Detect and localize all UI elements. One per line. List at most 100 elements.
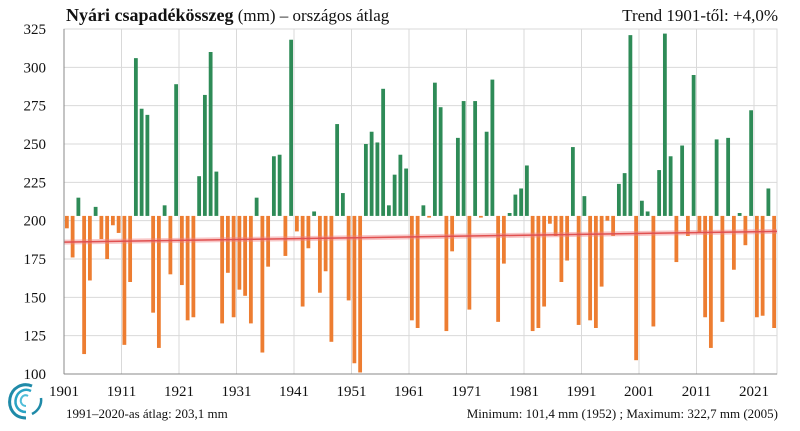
bar-1955 [375, 142, 380, 216]
bar-1978 [507, 213, 512, 216]
bar-1968 [450, 215, 455, 252]
bar-2006 [668, 156, 673, 216]
bar-2024 [772, 215, 777, 328]
bar-1945 [317, 215, 322, 293]
bar-2011 [697, 215, 702, 233]
bar-2001 [639, 200, 644, 216]
bar-1906 [93, 206, 98, 216]
swirl-logo-icon [4, 378, 48, 427]
bar-1987 [559, 215, 564, 282]
trend-label: Trend 1901-től: +4,0% [622, 6, 778, 25]
bar-2003 [651, 215, 656, 327]
bar-1970 [461, 101, 466, 216]
bar-1989 [570, 147, 575, 216]
x-tick-2011: 2011 [682, 384, 711, 400]
bar-1997 [616, 183, 621, 216]
bar-2022 [760, 215, 765, 316]
x-tick-1971: 1971 [452, 384, 482, 400]
bar-1933 [248, 215, 253, 324]
bar-2005 [662, 33, 667, 216]
bar-2018 [737, 213, 742, 216]
bar-1982 [530, 215, 535, 332]
bar-1907 [99, 215, 104, 240]
bar-1993 [593, 215, 598, 328]
bar-1985 [547, 215, 552, 224]
bar-1935 [260, 215, 265, 353]
y-tick-250: 250 [24, 137, 47, 153]
bar-1950 [346, 215, 351, 301]
chart-title: Nyári csapadékösszeg (mm) – országos átl… [66, 5, 389, 26]
bar-2019 [743, 215, 748, 246]
bar-1965 [432, 82, 437, 216]
y-tick-labels: 100 125 150 175 200 225 250 275 300 325 [24, 22, 47, 383]
bar-1967 [444, 215, 449, 332]
bar-1929 [225, 215, 230, 273]
bar-2013 [708, 215, 713, 348]
chart-title-rest: (mm) – országos átlag [233, 6, 390, 25]
bar-1941 [294, 215, 299, 232]
bar-1981 [524, 165, 529, 216]
bar-1928 [220, 215, 225, 324]
x-tick-1951: 1951 [337, 384, 367, 400]
bar-2007 [674, 215, 679, 263]
bar-2012 [703, 215, 708, 318]
y-tick-100: 100 [24, 367, 47, 383]
bar-1940 [289, 39, 294, 216]
bar-1909 [110, 215, 115, 226]
bar-1954 [369, 131, 374, 216]
bar-2015 [720, 215, 725, 322]
bar-1930 [231, 215, 236, 318]
bar-1917 [156, 215, 161, 348]
x-tick-2021: 2021 [739, 384, 769, 400]
y-tick-175: 175 [24, 252, 47, 268]
x-tick-2001: 2001 [624, 384, 654, 400]
bar-1931 [237, 215, 242, 290]
bar-1937 [271, 156, 276, 216]
bar-1953 [363, 144, 368, 216]
bar-1972 [473, 101, 478, 216]
bar-1994 [599, 215, 604, 287]
bar-1966 [438, 107, 443, 216]
x-tick-1961: 1961 [394, 384, 424, 400]
bar-1946 [323, 215, 328, 272]
y-tick-300: 300 [24, 60, 47, 76]
x-tick-1921: 1921 [164, 384, 194, 400]
bar-1962 [415, 215, 420, 328]
bar-1991 [582, 196, 587, 216]
bar-1939 [283, 215, 288, 256]
bar-1956 [381, 88, 386, 216]
bar-1980 [519, 188, 524, 216]
average-note: 1991–2020-as átlag: 203,1 mm [66, 406, 228, 421]
bar-2014 [714, 139, 719, 216]
bar-1975 [490, 79, 495, 216]
y-tick-275: 275 [24, 99, 47, 115]
bar-1996 [611, 215, 616, 236]
bar-1924 [197, 176, 202, 216]
y-tick-225: 225 [24, 175, 47, 191]
bar-1998 [622, 173, 627, 216]
bar-1913 [133, 58, 138, 216]
bar-1921 [179, 215, 184, 286]
bar-2023 [766, 188, 771, 216]
bar-1927 [214, 171, 219, 216]
chart-title-bold: Nyári csapadékösszeg [66, 5, 234, 25]
bar-1905 [87, 215, 92, 281]
bar-1925 [202, 94, 207, 216]
x-tick-1911: 1911 [107, 384, 136, 400]
bar-1936 [266, 215, 271, 267]
trend-line [63, 230, 778, 243]
bar-2017 [731, 215, 736, 270]
bar-1984 [542, 215, 547, 307]
bar-1973 [478, 215, 483, 218]
minmax-note: Minimum: 101,4 mm (1952) ; Maximum: 322,… [466, 406, 778, 421]
bar-1915 [145, 114, 150, 216]
bar-1948 [335, 124, 340, 216]
bar-1992 [588, 215, 593, 321]
bar-1922 [185, 215, 190, 321]
bar-1960 [404, 168, 409, 216]
bar-1995 [605, 215, 610, 221]
bar-1974 [484, 131, 489, 216]
bar-1947 [329, 215, 334, 342]
bar-1988 [565, 215, 570, 261]
